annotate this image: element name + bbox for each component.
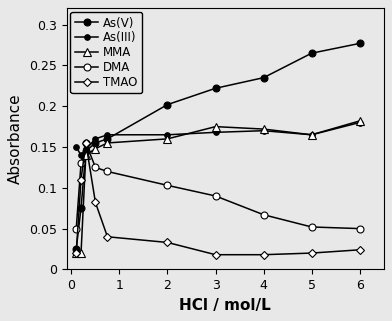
- TMAO: [165, 240, 170, 244]
- As(III): [93, 137, 98, 141]
- Line: MMA: MMA: [72, 117, 364, 257]
- TMAO: [213, 253, 218, 256]
- Y-axis label: Absorbance: Absorbance: [8, 93, 24, 184]
- DMA: [213, 194, 218, 198]
- As(V): [74, 247, 78, 251]
- Line: As(III): As(III): [73, 120, 363, 158]
- MMA: [213, 125, 218, 128]
- TMAO: [261, 253, 266, 256]
- TMAO: [357, 248, 362, 252]
- DMA: [79, 161, 83, 165]
- As(III): [105, 133, 110, 137]
- Line: DMA: DMA: [73, 139, 363, 232]
- TMAO: [83, 141, 88, 145]
- As(III): [357, 121, 362, 125]
- As(III): [309, 133, 314, 137]
- As(V): [261, 76, 266, 80]
- As(III): [213, 130, 218, 134]
- MMA: [83, 153, 88, 157]
- TMAO: [309, 251, 314, 255]
- MMA: [79, 251, 83, 255]
- As(V): [213, 86, 218, 90]
- DMA: [357, 227, 362, 230]
- DMA: [83, 141, 88, 145]
- TMAO: [105, 235, 110, 239]
- TMAO: [74, 251, 78, 255]
- Line: As(V): As(V): [73, 40, 363, 252]
- As(V): [79, 206, 83, 210]
- MMA: [261, 127, 266, 131]
- MMA: [93, 147, 98, 151]
- DMA: [74, 227, 78, 230]
- TMAO: [93, 201, 98, 204]
- DMA: [261, 213, 266, 217]
- As(V): [83, 149, 88, 153]
- DMA: [165, 183, 170, 187]
- Legend: As(V), As(III), MMA, DMA, TMAO: As(V), As(III), MMA, DMA, TMAO: [70, 12, 142, 93]
- MMA: [74, 251, 78, 255]
- As(V): [165, 103, 170, 107]
- As(V): [309, 51, 314, 55]
- As(V): [93, 141, 98, 145]
- As(V): [357, 41, 362, 45]
- As(III): [261, 129, 266, 133]
- MMA: [309, 133, 314, 137]
- DMA: [93, 166, 98, 169]
- MMA: [165, 137, 170, 141]
- As(III): [74, 145, 78, 149]
- DMA: [105, 169, 110, 173]
- MMA: [105, 141, 110, 145]
- As(III): [79, 153, 83, 157]
- DMA: [309, 225, 314, 229]
- TMAO: [79, 178, 83, 182]
- MMA: [357, 119, 362, 123]
- As(III): [83, 148, 88, 152]
- X-axis label: HCl / mol/L: HCl / mol/L: [179, 298, 271, 313]
- As(III): [165, 133, 170, 137]
- Line: TMAO: TMAO: [73, 140, 363, 257]
- As(V): [105, 137, 110, 141]
